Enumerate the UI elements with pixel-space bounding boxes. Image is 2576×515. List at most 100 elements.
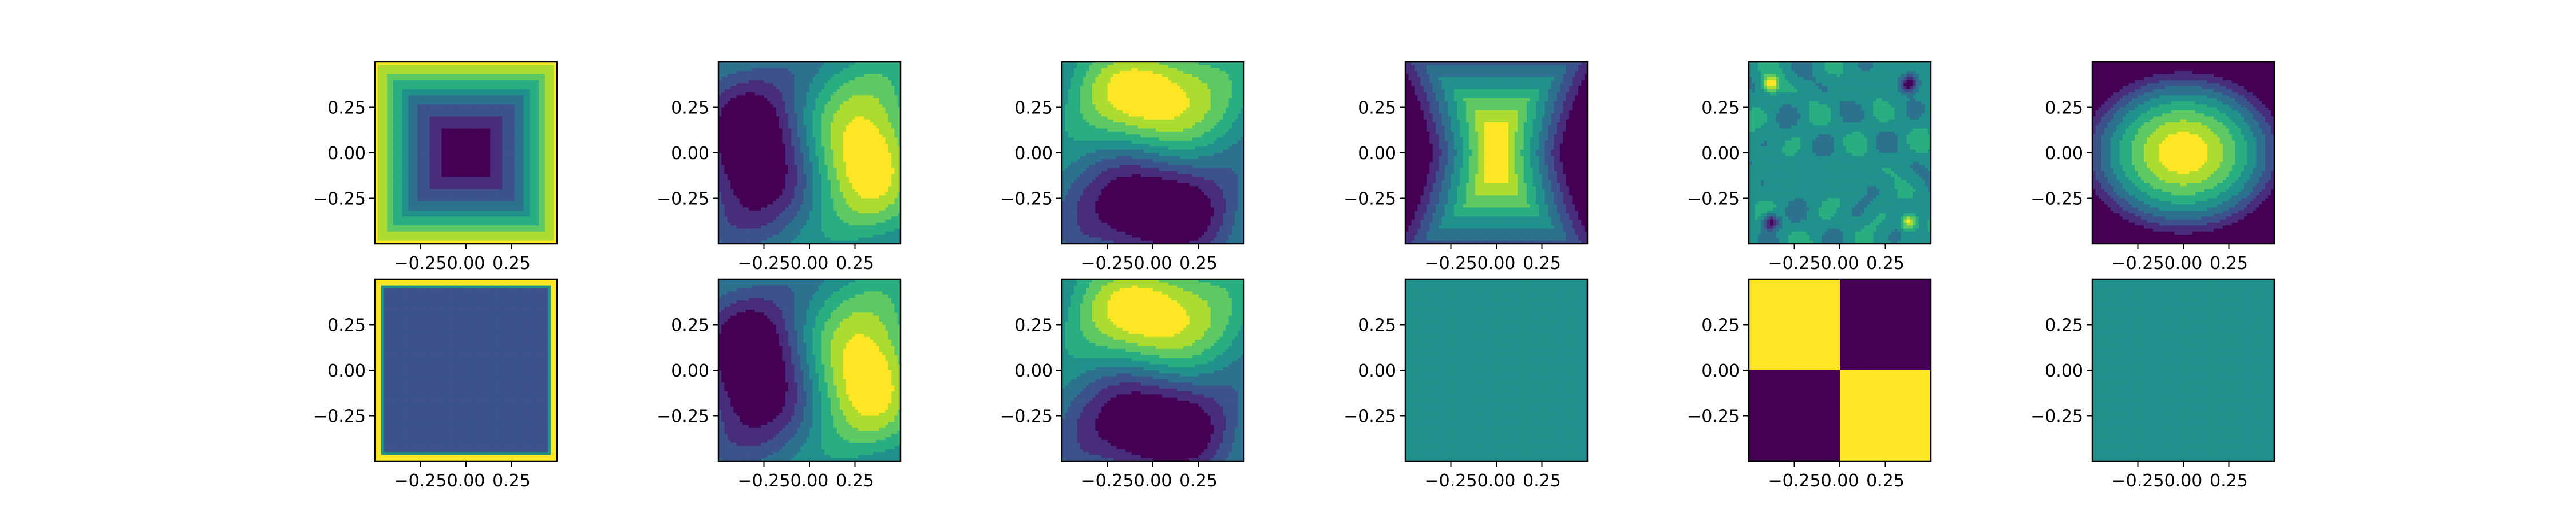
heatmap-cell: [493, 146, 497, 150]
heatmap-cell: [544, 140, 548, 144]
heatmap-cell: [396, 237, 400, 241]
heatmap-cell: [478, 228, 482, 232]
heatmap-cell: [730, 219, 734, 223]
heatmap-cell: [761, 159, 765, 163]
heatmap-cell: [539, 235, 543, 238]
heatmap-cell: [387, 228, 391, 232]
heatmap-cell: [451, 183, 455, 187]
heatmap-cell: [785, 177, 789, 181]
heatmap-cell: [463, 225, 467, 229]
heatmap-cell: [757, 216, 761, 220]
heatmap-cell: [484, 219, 488, 223]
heatmap-cell: [530, 70, 534, 74]
heatmap-cell: [496, 137, 500, 141]
heatmap-cell: [478, 198, 482, 202]
heatmap-cell: [730, 231, 734, 235]
heatmap-cell: [718, 183, 722, 187]
heatmap-cell: [484, 210, 488, 214]
heatmap-cell: [539, 240, 543, 244]
heatmap-cell: [453, 92, 457, 96]
heatmap-cell: [438, 165, 442, 169]
heatmap-cell: [539, 74, 543, 78]
heatmap-cell: [511, 198, 515, 202]
heatmap-cell: [472, 235, 476, 238]
heatmap-cell: [551, 86, 555, 90]
heatmap-cell: [472, 116, 476, 120]
heatmap-cell: [523, 210, 527, 214]
heatmap-cell: [535, 128, 539, 132]
heatmap-cell: [505, 235, 509, 238]
heatmap-cell: [460, 228, 464, 232]
heatmap-cell: [773, 156, 777, 160]
heatmap-cell: [475, 177, 479, 181]
heatmap-cell: [484, 186, 488, 190]
heatmap-cell: [736, 131, 740, 135]
heatmap-cell: [530, 134, 534, 138]
heatmap-cell: [453, 156, 457, 160]
heatmap-cell: [402, 122, 406, 126]
heatmap-cell: [742, 161, 746, 165]
heatmap-cell: [441, 161, 445, 165]
heatmap-cell: [417, 128, 421, 132]
heatmap-cell: [718, 149, 722, 153]
heatmap-cell: [448, 237, 452, 241]
heatmap-cell: [423, 219, 427, 223]
heatmap-cell: [718, 219, 722, 223]
heatmap-cell: [493, 83, 497, 86]
heatmap-cell: [469, 192, 473, 196]
heatmap-cell: [414, 134, 418, 138]
heatmap-cell: [378, 213, 382, 217]
heatmap-cell: [757, 177, 761, 181]
heatmap-cell: [426, 134, 430, 138]
heatmap-cell: [466, 104, 469, 108]
heatmap-cell: [438, 153, 442, 156]
heatmap-cell: [505, 77, 509, 81]
heatmap-cell: [481, 95, 485, 99]
heatmap-cell: [423, 207, 427, 211]
heatmap-cell: [776, 113, 780, 117]
heatmap-cell: [554, 140, 558, 144]
heatmap-cell: [417, 74, 421, 78]
heatmap-cell: [785, 131, 789, 135]
heatmap-cell: [448, 222, 452, 226]
heatmap-cell: [375, 131, 378, 135]
heatmap-cell: [502, 156, 506, 160]
heatmap-cell: [736, 153, 740, 156]
heatmap-cell: [451, 116, 455, 120]
heatmap-cell: [757, 183, 761, 187]
heatmap-cell: [490, 68, 494, 72]
heatmap-cell: [502, 104, 506, 108]
heatmap-cell: [408, 86, 412, 90]
heatmap-cell: [432, 216, 436, 220]
heatmap-cell: [499, 153, 503, 156]
heatmap-cell: [770, 122, 773, 126]
heatmap-cell: [487, 125, 491, 129]
heatmap-cell: [773, 168, 777, 172]
heatmap-cell: [448, 89, 452, 93]
heatmap-cell: [390, 128, 394, 132]
heatmap-cell: [520, 98, 524, 102]
heatmap-cell: [736, 113, 740, 117]
heatmap-cell: [481, 74, 485, 78]
heatmap-cell: [457, 219, 460, 223]
heatmap-cell: [544, 137, 548, 141]
heatmap-cell: [393, 98, 397, 102]
heatmap-cell: [527, 70, 530, 74]
heatmap-cell: [544, 192, 548, 196]
heatmap-cell: [432, 128, 436, 132]
heatmap-cell: [770, 201, 773, 205]
heatmap-cell: [481, 119, 485, 123]
heatmap-cell: [718, 186, 722, 190]
heatmap-cell: [396, 180, 400, 184]
heatmap-cell: [761, 149, 765, 153]
heatmap-cell: [757, 189, 761, 193]
heatmap-cell: [749, 95, 752, 99]
heatmap-cell: [402, 113, 406, 117]
heatmap-cell: [551, 146, 555, 150]
heatmap-cell: [411, 204, 415, 208]
heatmap-cell: [749, 219, 752, 223]
heatmap-cell: [742, 65, 746, 69]
heatmap-cell: [463, 70, 467, 74]
heatmap-cell: [493, 198, 497, 202]
heatmap-cell: [535, 131, 539, 135]
